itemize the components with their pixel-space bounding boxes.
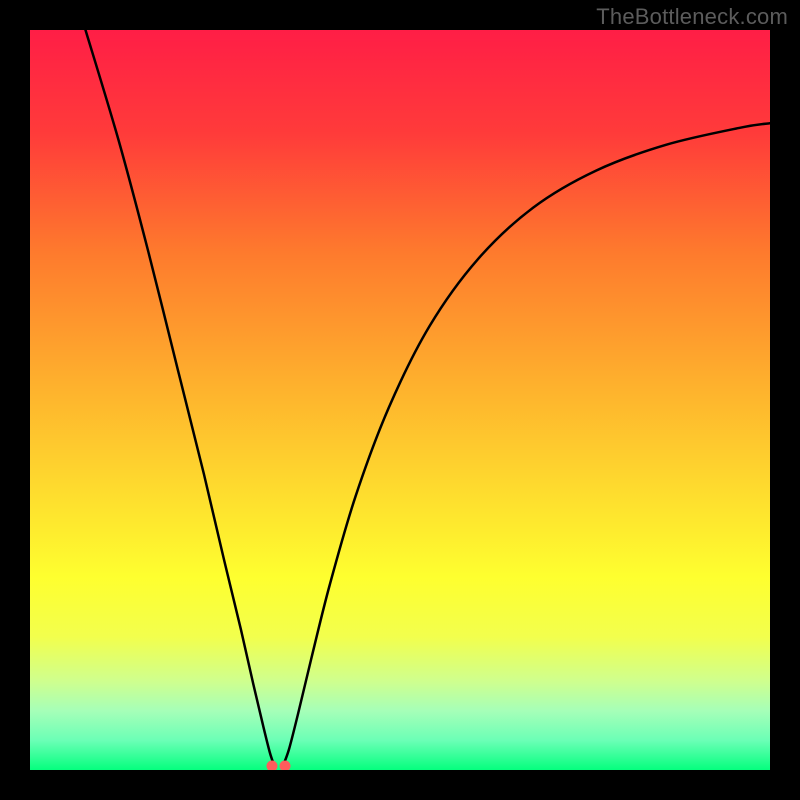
watermark-text: TheBottleneck.com <box>596 4 788 30</box>
curve-right <box>283 123 770 765</box>
bottleneck-curve <box>30 30 770 770</box>
min-marker-1 <box>266 760 277 770</box>
plot-area <box>30 30 770 770</box>
curve-left <box>86 30 275 766</box>
min-marker-2 <box>279 760 290 770</box>
